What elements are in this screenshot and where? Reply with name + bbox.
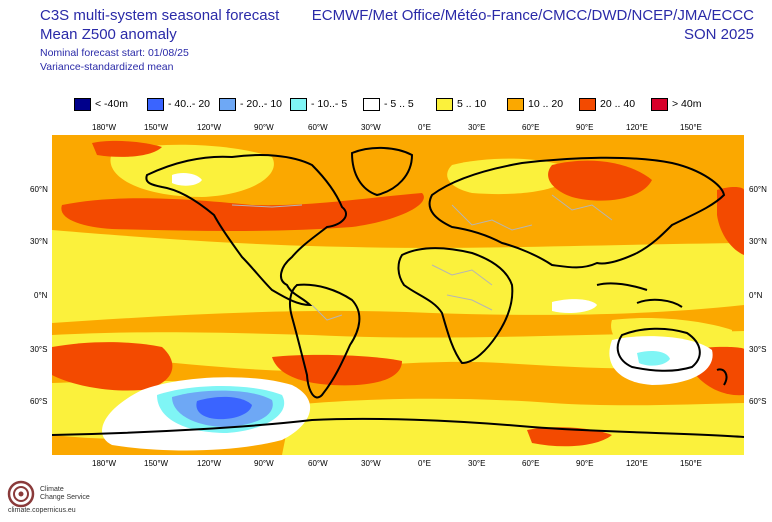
legend-swatch bbox=[579, 98, 596, 111]
lat-label: 30°S bbox=[30, 345, 47, 354]
anomaly-map bbox=[52, 135, 744, 455]
lon-label: 90°W bbox=[254, 459, 274, 468]
legend-label: 20 .. 40 bbox=[600, 98, 635, 110]
lon-label: 120°W bbox=[197, 123, 221, 132]
legend-item: 20 .. 40 bbox=[579, 96, 635, 112]
logo-line2: Change Service bbox=[40, 494, 90, 501]
legend-item: < -40m bbox=[74, 96, 128, 112]
copernicus-logo-icon bbox=[6, 479, 36, 509]
legend-swatch bbox=[290, 98, 307, 111]
legend-item: - 40..- 20 bbox=[147, 96, 210, 112]
lon-label: 180°W bbox=[92, 123, 116, 132]
lon-label: 90°W bbox=[254, 123, 274, 132]
lat-label: 60°S bbox=[749, 397, 766, 406]
lon-label: 150°W bbox=[144, 123, 168, 132]
lon-label: 0°E bbox=[418, 459, 431, 468]
legend-item: - 5 .. 5 bbox=[363, 96, 414, 112]
legend-label: - 10..- 5 bbox=[311, 98, 347, 110]
legend-swatch bbox=[436, 98, 453, 111]
header-right: ECMWF/Met Office/Météo-France/CMCC/DWD/N… bbox=[312, 6, 754, 44]
legend-label: - 20..- 10 bbox=[240, 98, 282, 110]
lat-label: 60°N bbox=[30, 185, 48, 194]
legend-swatch bbox=[507, 98, 524, 111]
map-title: C3S multi-system seasonal forecast bbox=[40, 6, 279, 25]
lon-label: 30°E bbox=[468, 123, 485, 132]
logo-url: climate.copernicus.eu bbox=[8, 507, 76, 514]
forecast-start-label: Nominal forecast start: 01/08/25 bbox=[40, 47, 189, 60]
lat-label: 60°N bbox=[749, 185, 767, 194]
color-legend: < -40m - 40..- 20 - 20..- 10 - 10..- 5 -… bbox=[74, 96, 724, 112]
lon-label: 150°E bbox=[680, 459, 702, 468]
lon-label: 30°W bbox=[361, 123, 381, 132]
lon-label: 0°E bbox=[418, 123, 431, 132]
lon-label: 180°W bbox=[92, 459, 116, 468]
anomaly-map-svg bbox=[52, 135, 744, 455]
legend-label: < -40m bbox=[95, 98, 128, 110]
lon-label: 120°E bbox=[626, 459, 648, 468]
anomaly-field-5-10 bbox=[282, 399, 744, 455]
legend-swatch bbox=[147, 98, 164, 111]
map-title-block: C3S multi-system seasonal forecast Mean … bbox=[40, 6, 279, 44]
lon-label: 150°E bbox=[680, 123, 702, 132]
lon-label: 60°E bbox=[522, 123, 539, 132]
lon-label: 90°E bbox=[576, 459, 593, 468]
lat-label: 60°S bbox=[30, 397, 47, 406]
legend-swatch bbox=[363, 98, 380, 111]
lat-label: 0°N bbox=[749, 291, 762, 300]
lon-label: 60°W bbox=[308, 123, 328, 132]
lon-label: 30°W bbox=[361, 459, 381, 468]
lat-label: 30°N bbox=[749, 237, 767, 246]
lat-label: 0°N bbox=[34, 291, 47, 300]
lon-label: 30°E bbox=[468, 459, 485, 468]
lon-label: 90°E bbox=[576, 123, 593, 132]
logo-line1: Climate bbox=[40, 486, 64, 493]
lon-label: 60°E bbox=[522, 459, 539, 468]
legend-label: 5 .. 10 bbox=[457, 98, 486, 110]
season-label: SON 2025 bbox=[312, 25, 754, 44]
copernicus-logo: Climate Change Service climate.copernicu… bbox=[6, 475, 146, 520]
legend-label: 10 .. 20 bbox=[528, 98, 563, 110]
legend-label: - 40..- 20 bbox=[168, 98, 210, 110]
legend-swatch bbox=[219, 98, 236, 111]
legend-item: 10 .. 20 bbox=[507, 96, 563, 112]
legend-item: - 20..- 10 bbox=[219, 96, 282, 112]
lon-label: 60°W bbox=[308, 459, 328, 468]
lon-label: 120°W bbox=[197, 459, 221, 468]
lon-label: 150°W bbox=[144, 459, 168, 468]
legend-item: - 10..- 5 bbox=[290, 96, 347, 112]
map-subtitle: Mean Z500 anomaly bbox=[40, 25, 279, 44]
variance-note-label: Variance-standardized mean bbox=[40, 61, 173, 74]
legend-label: > 40m bbox=[672, 98, 701, 110]
lat-label: 30°N bbox=[30, 237, 48, 246]
lon-label: 120°E bbox=[626, 123, 648, 132]
legend-item: > 40m bbox=[651, 96, 701, 112]
legend-label: - 5 .. 5 bbox=[384, 98, 414, 110]
legend-item: 5 .. 10 bbox=[436, 96, 486, 112]
legend-swatch bbox=[651, 98, 668, 111]
lat-label: 30°S bbox=[749, 345, 766, 354]
centres-label: ECMWF/Met Office/Météo-France/CMCC/DWD/N… bbox=[312, 6, 754, 25]
legend-swatch bbox=[74, 98, 91, 111]
